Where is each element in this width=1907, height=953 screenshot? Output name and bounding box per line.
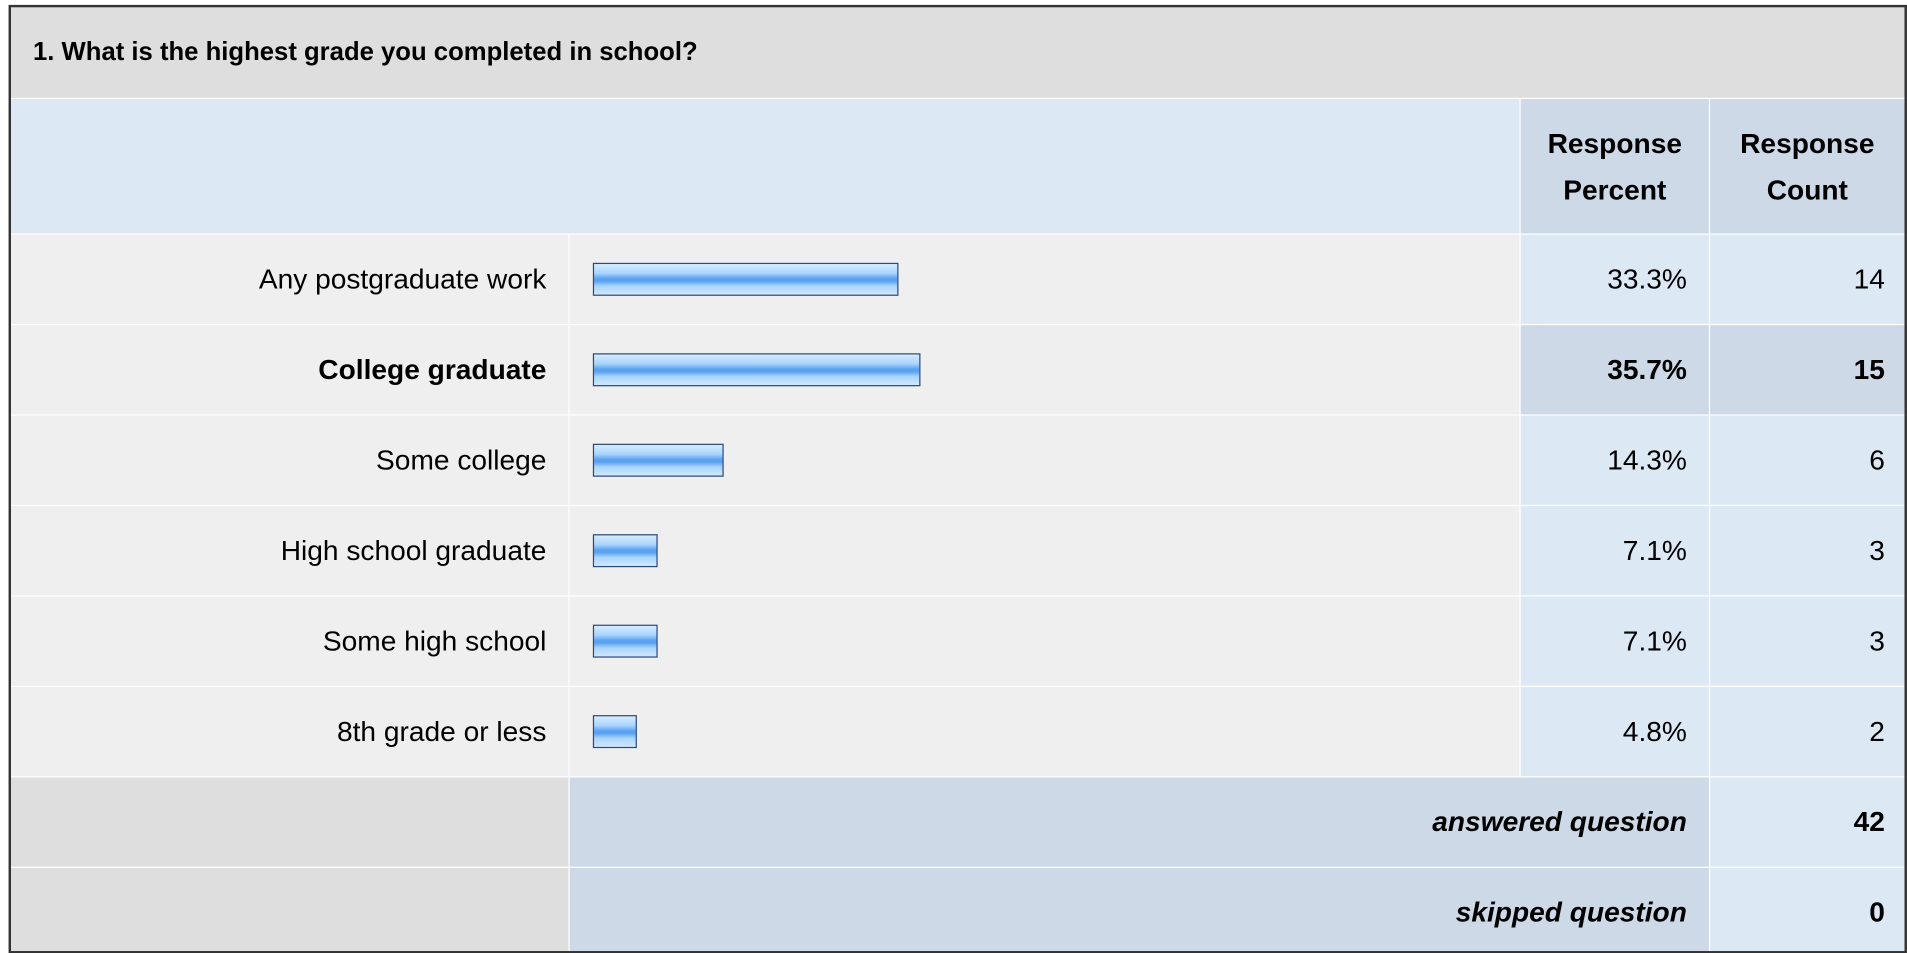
- response-percent: 7.1%: [1520, 596, 1709, 686]
- footer-blank: [11, 777, 569, 867]
- bar: [592, 533, 658, 567]
- response-percent: 7.1%: [1520, 506, 1709, 596]
- row-label: 8th grade or less: [11, 686, 569, 777]
- response-percent: 33.3%: [1520, 234, 1709, 324]
- bar: [592, 262, 899, 296]
- row-label: Some college: [11, 415, 569, 505]
- response-percent: 4.8%: [1520, 686, 1709, 777]
- response-count: 6: [1710, 415, 1905, 505]
- footer-blank: [11, 867, 569, 952]
- bar: [592, 352, 921, 386]
- response-count: 14: [1710, 234, 1905, 324]
- response-count: 3: [1710, 596, 1905, 686]
- header-count: Response Count: [1710, 99, 1905, 234]
- response-count: 3: [1710, 506, 1905, 596]
- response-percent: 35.7%: [1520, 325, 1709, 415]
- response-count: 2: [1710, 686, 1905, 777]
- bar-cell: [569, 686, 1520, 777]
- bar: [592, 443, 724, 477]
- bar-cell: [569, 415, 1520, 505]
- question-title: 1. What is the highest grade you complet…: [11, 7, 1905, 98]
- bar-cell: [569, 506, 1520, 596]
- response-count: 15: [1710, 325, 1905, 415]
- survey-table: 1. What is the highest grade you complet…: [8, 4, 1907, 953]
- footer-count: 42: [1710, 777, 1905, 867]
- row-label: High school graduate: [11, 506, 569, 596]
- footer-label: answered question: [569, 777, 1709, 867]
- row-label: Any postgraduate work: [11, 234, 569, 324]
- row-label: College graduate: [11, 325, 569, 415]
- footer-count: 0: [1710, 867, 1905, 952]
- bar: [592, 624, 658, 658]
- bar: [592, 714, 637, 748]
- row-label: Some high school: [11, 596, 569, 686]
- response-percent: 14.3%: [1520, 415, 1709, 505]
- footer-label: skipped question: [569, 867, 1709, 952]
- header-blank: [11, 99, 1520, 234]
- bar-cell: [569, 596, 1520, 686]
- header-percent: Response Percent: [1520, 99, 1709, 234]
